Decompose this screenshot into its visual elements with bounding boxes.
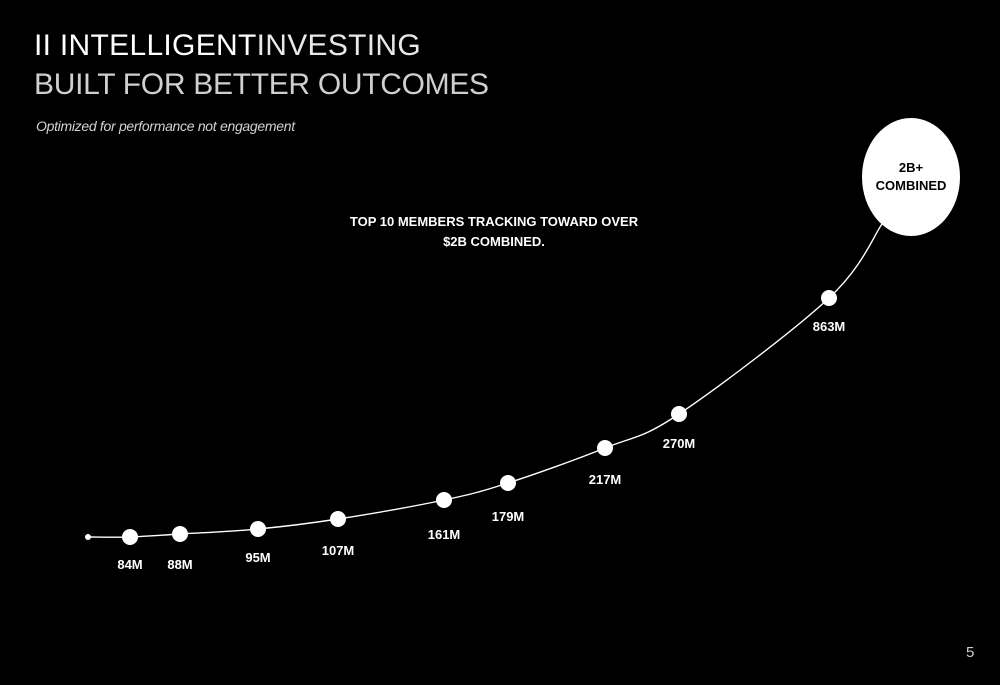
series-line [87, 223, 883, 538]
data-point-84m [122, 529, 138, 545]
data-label-84m: 84M [117, 557, 142, 572]
title-light: INVESTING [256, 29, 421, 62]
data-label-217m: 217M [589, 472, 622, 487]
data-label-863m: 863M [813, 319, 846, 334]
data-point-107m [330, 511, 346, 527]
title-strong: INTELLIGENT [59, 29, 257, 62]
data-label-270m: 270M [663, 436, 696, 451]
data-point-863m [821, 290, 837, 306]
target-label-text: COMBINED [875, 178, 947, 193]
page-title: II INTELLIGENTINVESTING [34, 28, 421, 64]
data-label-107m: 107M [322, 543, 355, 558]
target-circle: 2B+ COMBINED [862, 118, 960, 236]
data-point-161m [436, 492, 452, 508]
data-label-179m: 179M [492, 509, 525, 524]
page-number: 5 [966, 644, 975, 661]
data-label-88m: 88M [167, 557, 192, 572]
data-point-270m [671, 406, 687, 422]
logo-mark: II [34, 29, 52, 62]
data-point-217m [597, 440, 613, 456]
page-subtitle: BUILT FOR BETTER OUTCOMES [34, 68, 489, 101]
data-point-179m [500, 475, 516, 491]
data-point-88m [172, 526, 188, 542]
data-point-95m [250, 521, 266, 537]
tagline: Optimized for performance not engagement [36, 118, 295, 134]
chart-title: TOP 10 MEMBERS TRACKING TOWARD OVER $2B … [349, 214, 639, 249]
data-label-95m: 95M [245, 550, 270, 565]
data-label-161m: 161M [428, 527, 461, 542]
target-label-amount: 2B+ [898, 160, 924, 175]
line-start-dot [85, 534, 91, 540]
